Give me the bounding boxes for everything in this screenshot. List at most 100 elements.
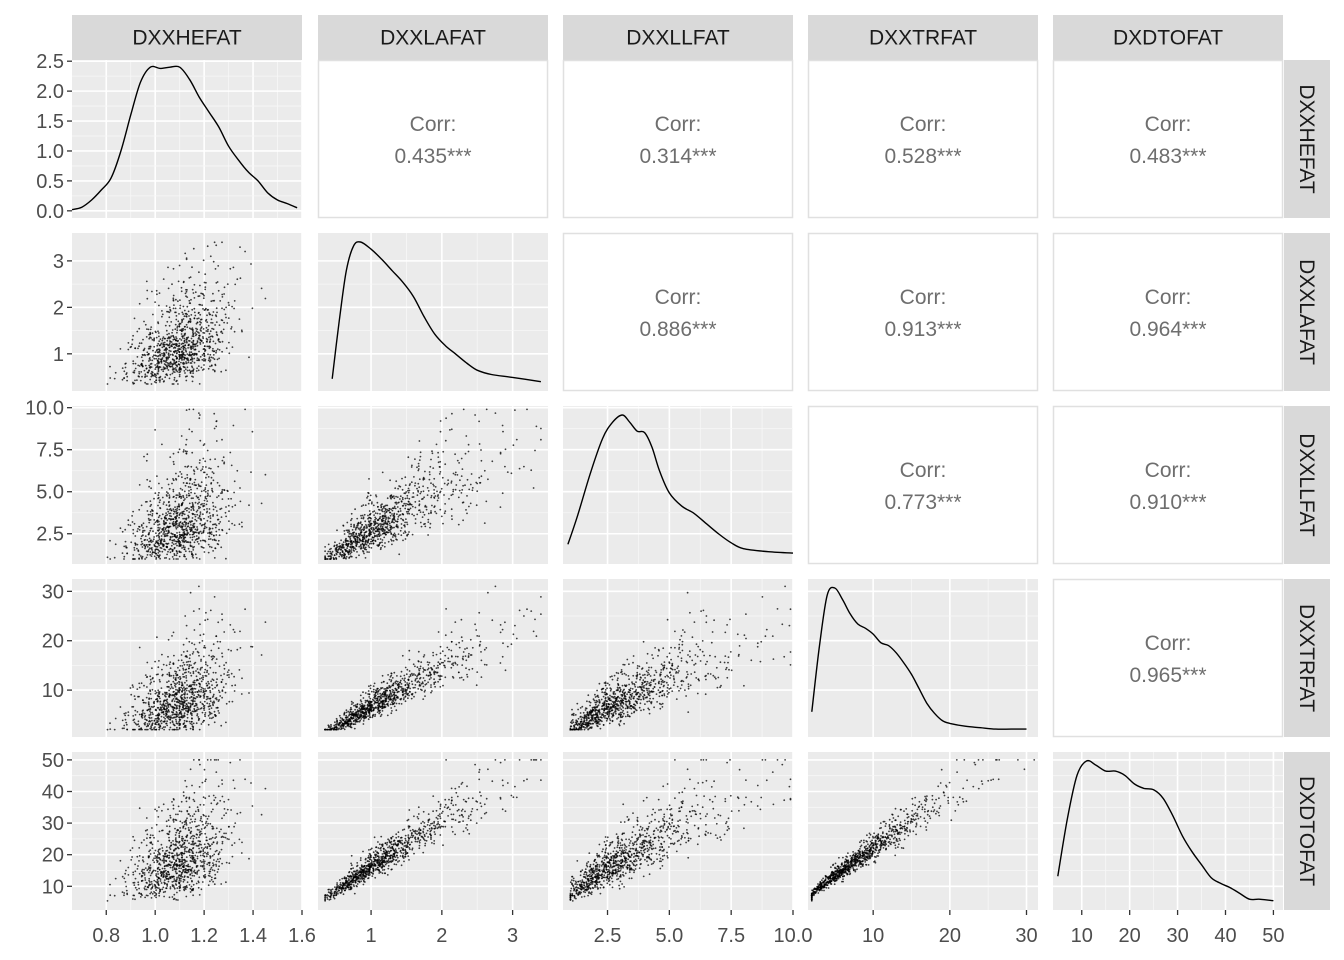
- scatter-point: [387, 517, 389, 519]
- scatter-point: [459, 647, 461, 649]
- scatter-point: [457, 656, 459, 658]
- scatter-point: [152, 678, 154, 680]
- scatter-point: [214, 711, 216, 713]
- scatter-point: [432, 652, 434, 654]
- scatter-point: [183, 281, 185, 283]
- scatter-point: [187, 347, 189, 349]
- scatter-point: [405, 491, 407, 493]
- scatter-point: [203, 348, 205, 350]
- scatter-point: [175, 558, 177, 560]
- scatter-point: [362, 515, 364, 517]
- scatter-point: [171, 540, 173, 542]
- scatter-point: [166, 665, 168, 667]
- scatter-point: [157, 524, 159, 526]
- scatter-point: [216, 440, 218, 442]
- scatter-point: [178, 540, 180, 542]
- scatter-point: [470, 484, 472, 486]
- scatter-point: [213, 479, 215, 481]
- scatter-point: [142, 543, 144, 545]
- scatter-point: [199, 673, 201, 675]
- scatter-point: [379, 532, 381, 534]
- scatter-point: [186, 664, 188, 666]
- scatter-point: [125, 547, 127, 549]
- scatter-point: [369, 500, 371, 502]
- scatter-point: [345, 721, 347, 723]
- scatter-point: [181, 704, 183, 706]
- scatter-point: [178, 506, 180, 508]
- scatter-point: [180, 369, 182, 371]
- scatter-point: [140, 371, 142, 373]
- scatter-point: [200, 513, 202, 515]
- scatter-point: [152, 372, 154, 374]
- scatter-point: [166, 352, 168, 354]
- scatter-point: [448, 649, 450, 651]
- scatter-point: [139, 687, 141, 689]
- scatter-point: [410, 674, 412, 676]
- scatter-point: [406, 497, 408, 499]
- scatter-point: [159, 381, 161, 383]
- scatter-point: [191, 370, 193, 372]
- scatter-point: [150, 539, 152, 541]
- scatter-point: [495, 586, 497, 588]
- scatter-point: [176, 545, 178, 547]
- scatter-point: [191, 309, 193, 311]
- scatter-point: [212, 524, 214, 526]
- scatter-point: [157, 505, 159, 507]
- scatter-point: [192, 549, 194, 551]
- scatter-point: [491, 460, 493, 462]
- scatter-point: [225, 314, 227, 316]
- scatter-point: [429, 479, 431, 481]
- scatter-point: [210, 705, 212, 707]
- scatter-point: [176, 357, 178, 359]
- scatter-point: [202, 692, 204, 694]
- scatter-point: [152, 339, 154, 341]
- scatter-point: [407, 684, 409, 686]
- scatter-point: [199, 383, 201, 385]
- scatter-point: [134, 542, 136, 544]
- scatter-point: [168, 513, 170, 515]
- scatter-point: [228, 701, 230, 703]
- scatter-point: [200, 495, 202, 497]
- scatter-point: [127, 342, 129, 344]
- scatter-point: [228, 342, 230, 344]
- scatter-point: [402, 690, 404, 692]
- scatter-point: [384, 513, 386, 515]
- scatter-point: [166, 504, 168, 506]
- scatter-point: [192, 360, 194, 362]
- scatter-point: [400, 495, 402, 497]
- scatter-panel: [318, 406, 548, 564]
- scatter-point: [445, 608, 447, 610]
- scatter-point: [142, 339, 144, 341]
- scatter-point: [405, 684, 407, 686]
- scatter-point: [179, 307, 181, 309]
- scatter-point: [175, 319, 177, 321]
- scatter-point: [223, 322, 225, 324]
- scatter-point: [191, 545, 193, 547]
- scatter-point: [371, 717, 373, 719]
- correlation-heading: Corr:: [900, 286, 947, 309]
- scatter-point: [213, 261, 215, 263]
- scatter-point: [442, 477, 444, 479]
- scatter-point: [183, 651, 185, 653]
- scatter-point: [193, 671, 195, 673]
- scatter-point: [200, 540, 202, 542]
- scatter-point: [158, 533, 160, 535]
- scatter-point: [478, 635, 480, 637]
- scatter-point: [465, 509, 467, 511]
- scatter-point: [146, 375, 148, 377]
- scatter-point: [363, 516, 365, 518]
- scatter-point: [457, 664, 459, 666]
- scatter-point: [135, 368, 137, 370]
- scatter-point: [198, 708, 200, 710]
- scatter-point: [224, 668, 226, 670]
- scatter-point: [127, 349, 129, 351]
- scatter-point: [346, 712, 348, 714]
- scatter-point: [184, 697, 186, 699]
- scatter-point: [389, 679, 391, 681]
- scatter-point: [423, 478, 425, 480]
- scatter-point: [379, 542, 381, 544]
- scatter-point: [216, 321, 218, 323]
- scatter-point: [193, 533, 195, 535]
- scatter-point: [198, 502, 200, 504]
- scatter-point: [252, 307, 254, 309]
